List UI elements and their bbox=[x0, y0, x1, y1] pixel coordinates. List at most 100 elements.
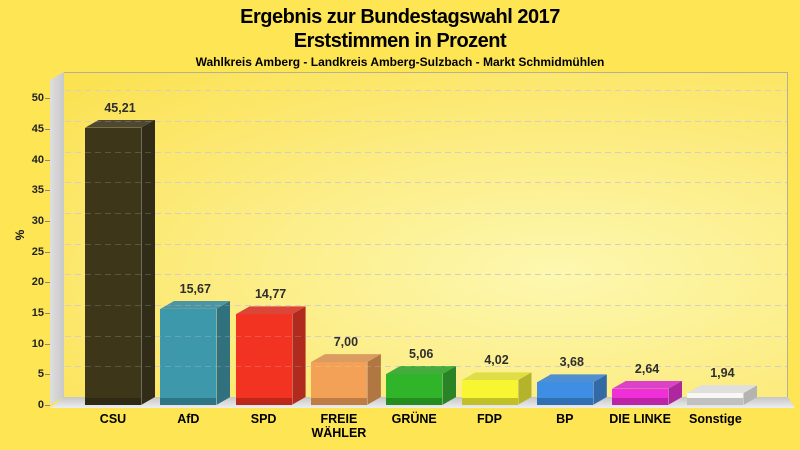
bar-side-spd bbox=[292, 306, 306, 405]
bar-floor-shadow-csu bbox=[85, 397, 141, 405]
gridline-50 bbox=[65, 90, 787, 92]
bar-floor-shadow-freie-w-hler bbox=[310, 397, 367, 405]
plot-left-wall-3d bbox=[50, 72, 64, 405]
y-tick-mark-20 bbox=[45, 282, 50, 284]
gridline-15 bbox=[65, 305, 787, 307]
gridline-15 bbox=[65, 305, 787, 307]
y-tick-label-5: 5 bbox=[37, 368, 44, 381]
x-axis-label-line: BP bbox=[556, 412, 574, 426]
gridline-30 bbox=[65, 213, 787, 215]
bar-bp bbox=[536, 382, 593, 405]
bar-side-bp bbox=[593, 374, 607, 405]
y-tick-label-0: 0 bbox=[37, 399, 44, 411]
y-tick-mark-0 bbox=[45, 405, 50, 406]
gridline-5 bbox=[65, 366, 787, 368]
chart-subtitle: Wahlkreis Amberg - Landkreis Amberg-Sulz… bbox=[195, 55, 605, 69]
bar-value-label-freie-w-hler: 7,00 bbox=[333, 335, 359, 350]
gridline-30 bbox=[65, 213, 787, 215]
bar-top-freie-w-hler bbox=[311, 354, 381, 362]
y-tick-label-25: 25 bbox=[31, 245, 44, 258]
gridline-25 bbox=[65, 243, 787, 245]
bar-floor-shadow-spd bbox=[235, 397, 292, 405]
x-axis-label-spd: SPD bbox=[214, 412, 314, 426]
bar-value-label-csu: 45,21 bbox=[104, 100, 136, 115]
bar-top-spd bbox=[236, 306, 306, 314]
y-tick-label-45: 45 bbox=[31, 123, 44, 136]
bar-gr-ne bbox=[386, 373, 443, 405]
y-tick-label-15: 15 bbox=[31, 307, 44, 320]
bar-side-freie-w-hler bbox=[367, 354, 381, 405]
y-tick-mark-25 bbox=[45, 251, 50, 253]
y-tick-mark-15 bbox=[45, 313, 50, 315]
y-tick-mark-40 bbox=[45, 159, 50, 161]
x-axis-label-line: SPD bbox=[250, 412, 277, 426]
x-axis-label-freie-w-hler: FREIE WÄHLER bbox=[289, 412, 389, 441]
bar-floor-shadow-gr-ne bbox=[386, 397, 443, 405]
y-tick-mark-5 bbox=[45, 374, 50, 376]
bar-floor-shadow-bp bbox=[536, 397, 593, 405]
bar-freie-w-hler bbox=[310, 362, 367, 405]
x-axis-label-line: AfD bbox=[177, 412, 200, 426]
bar-value-label-afd: 15,67 bbox=[179, 281, 211, 296]
x-axis-label-fdp: FDP bbox=[440, 412, 540, 426]
bar-side-afd bbox=[216, 301, 230, 405]
x-axis-label-bp: BP bbox=[515, 412, 615, 426]
bar-fdp bbox=[461, 380, 518, 405]
bar-value-label-gr-ne: 5,06 bbox=[409, 346, 434, 361]
bar-top-afd bbox=[160, 301, 230, 309]
y-tick-mark-30 bbox=[45, 221, 50, 223]
gridline-35 bbox=[65, 182, 787, 184]
gridline-50 bbox=[65, 90, 787, 92]
bar-top-die-linke bbox=[612, 381, 682, 389]
gridline-10 bbox=[65, 335, 787, 337]
bar-die-linke bbox=[612, 388, 669, 405]
bar-top-csu bbox=[85, 120, 155, 128]
x-axis-label-line: FREIE bbox=[320, 412, 358, 426]
chart-title-line2: Erststimmen in Prozent bbox=[293, 30, 507, 52]
x-axis-label-line: WÄHLER bbox=[311, 426, 367, 441]
gridline-40 bbox=[65, 151, 787, 153]
bar-side-die-linke bbox=[668, 381, 682, 405]
bar-value-label-sonstige: 1,94 bbox=[710, 366, 735, 381]
gridline-20 bbox=[65, 274, 787, 276]
bar-value-label-fdp: 4,02 bbox=[484, 353, 509, 368]
x-axis-label-line: Sonstige bbox=[688, 412, 742, 426]
bar-afd bbox=[160, 308, 217, 405]
bar-value-label-die-linke: 2,64 bbox=[634, 361, 660, 376]
x-axis-label-line: GRÜNE bbox=[391, 412, 437, 426]
y-tick-mark-35 bbox=[45, 190, 50, 192]
bar-value-label-spd: 14,77 bbox=[254, 287, 287, 302]
y-tick-label-10: 10 bbox=[31, 337, 44, 350]
gridline-10 bbox=[65, 335, 787, 337]
y-tick-label-30: 30 bbox=[31, 215, 44, 228]
bar-floor-shadow-die-linke bbox=[612, 397, 669, 405]
bar-floor-shadow-sonstige bbox=[687, 397, 744, 405]
bar-side-gr-ne bbox=[442, 366, 456, 405]
gridline-35 bbox=[65, 182, 787, 184]
bar-top-bp bbox=[537, 374, 607, 382]
x-axis-label-line: FDP bbox=[477, 412, 502, 426]
gridline-40 bbox=[65, 151, 787, 153]
x-axis-label-die-linke: DIE LINKE bbox=[590, 412, 690, 426]
y-tick-label-20: 20 bbox=[31, 276, 44, 289]
bar-floor-shadow-afd bbox=[160, 397, 217, 405]
gridline-45 bbox=[65, 121, 787, 123]
chart-title-line1: Ergebnis zur Bundestagswahl 2017 bbox=[240, 6, 560, 28]
y-tick-mark-10 bbox=[45, 343, 50, 345]
y-tick-mark-50 bbox=[45, 98, 50, 100]
x-axis-label-line: CSU bbox=[99, 412, 127, 426]
y-tick-label-35: 35 bbox=[31, 184, 44, 197]
gridline-45 bbox=[65, 121, 787, 123]
x-axis-label-csu: CSU bbox=[63, 412, 163, 426]
x-axis-label-line: DIE LINKE bbox=[609, 412, 671, 426]
bar-top-fdp bbox=[462, 372, 532, 380]
bar-side-csu bbox=[141, 120, 155, 405]
y-tick-mark-45 bbox=[45, 129, 50, 131]
gridline-20 bbox=[65, 274, 787, 276]
bar-side-fdp bbox=[518, 372, 532, 405]
bar-value-label-bp: 3,68 bbox=[559, 355, 584, 370]
x-axis-label-afd: AfD bbox=[138, 412, 238, 426]
gridline-25 bbox=[65, 243, 787, 245]
